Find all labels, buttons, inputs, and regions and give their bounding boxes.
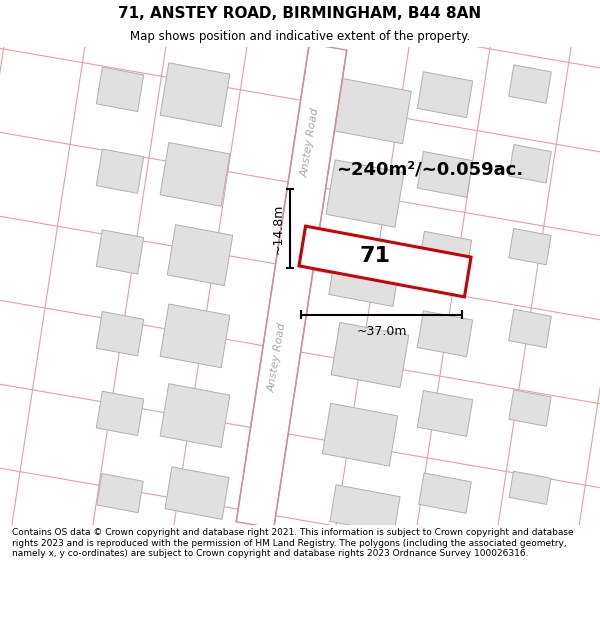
Polygon shape (509, 144, 551, 183)
Polygon shape (419, 473, 471, 513)
Polygon shape (96, 312, 144, 356)
Polygon shape (160, 62, 230, 127)
Polygon shape (509, 471, 551, 504)
Polygon shape (167, 224, 233, 286)
Text: ~37.0m: ~37.0m (356, 325, 407, 338)
Polygon shape (160, 142, 230, 206)
Polygon shape (509, 65, 551, 103)
Polygon shape (418, 231, 472, 277)
Text: Anstey Road: Anstey Road (266, 322, 287, 392)
Polygon shape (418, 72, 473, 118)
Text: 71: 71 (359, 246, 391, 266)
Text: ~240m²/~0.059ac.: ~240m²/~0.059ac. (337, 160, 524, 178)
Polygon shape (96, 230, 144, 274)
Polygon shape (330, 485, 400, 533)
Polygon shape (96, 391, 144, 436)
Polygon shape (329, 244, 401, 306)
Polygon shape (299, 226, 471, 297)
Polygon shape (326, 160, 404, 227)
Polygon shape (418, 151, 473, 198)
Polygon shape (418, 391, 473, 436)
Polygon shape (329, 78, 411, 144)
Polygon shape (509, 390, 551, 426)
Polygon shape (96, 68, 144, 111)
Polygon shape (96, 149, 144, 193)
Polygon shape (509, 229, 551, 265)
Polygon shape (97, 474, 143, 512)
Polygon shape (509, 309, 551, 348)
Text: ~14.8m: ~14.8m (272, 203, 285, 254)
Text: 71, ANSTEY ROAD, BIRMINGHAM, B44 8AN: 71, ANSTEY ROAD, BIRMINGHAM, B44 8AN (118, 6, 482, 21)
Polygon shape (160, 304, 230, 368)
Polygon shape (236, 44, 347, 528)
Text: Contains OS data © Crown copyright and database right 2021. This information is : Contains OS data © Crown copyright and d… (12, 528, 574, 558)
Polygon shape (165, 467, 229, 519)
Polygon shape (331, 322, 409, 388)
Polygon shape (160, 384, 230, 448)
Polygon shape (322, 403, 398, 466)
Polygon shape (418, 311, 473, 357)
Text: Anstey Road: Anstey Road (299, 107, 320, 178)
Text: Map shows position and indicative extent of the property.: Map shows position and indicative extent… (130, 30, 470, 43)
